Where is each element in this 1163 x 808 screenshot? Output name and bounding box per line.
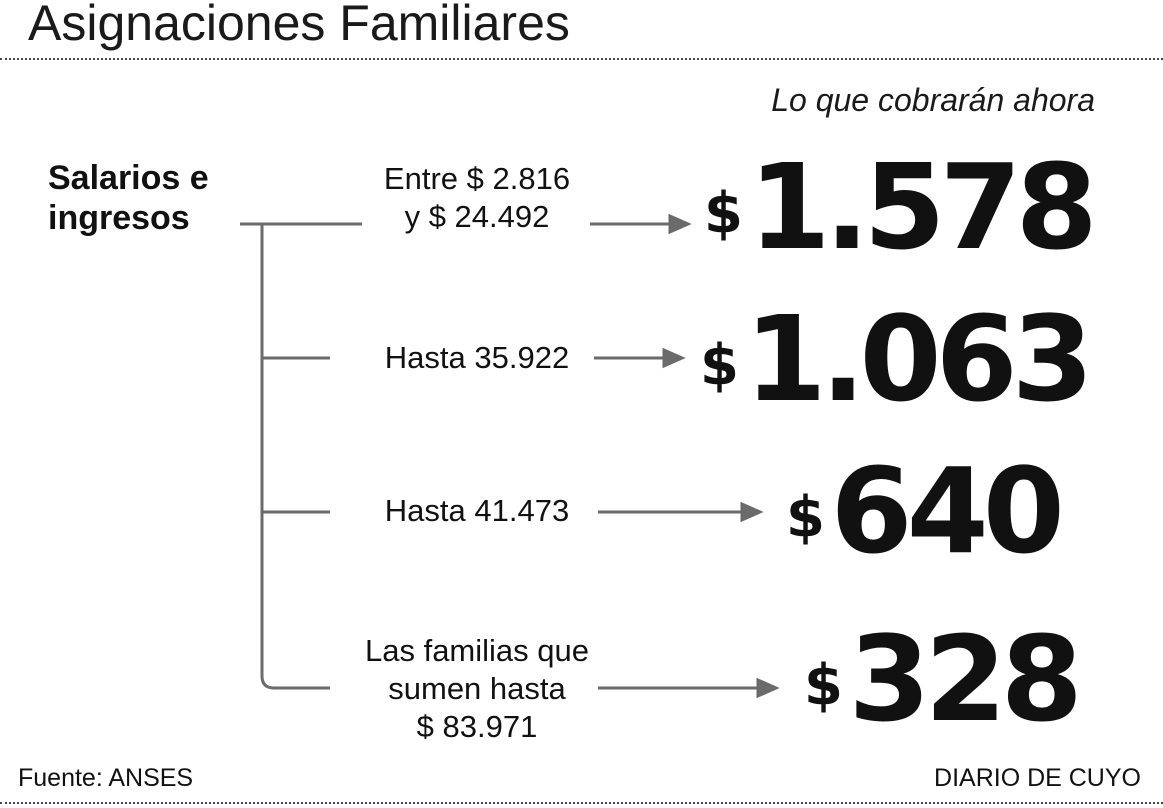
root-label-line2: ingresos — [48, 199, 190, 237]
tier-label-line: $ 83.971 — [416, 709, 538, 744]
currency-symbol: $ — [804, 652, 843, 718]
tier-label-line: sumen hasta — [388, 671, 566, 706]
tier-amount: $ 1.063 — [700, 290, 1094, 428]
tier-amount: $ 640 — [786, 442, 1065, 580]
amount-value: 640 — [830, 442, 1065, 580]
arrow-head-3 — [740, 501, 764, 523]
source-credit: Fuente: ANSES — [18, 764, 194, 792]
tier-label: Hasta 35.922 — [362, 339, 592, 377]
tier-label: Hasta 41.473 — [362, 492, 592, 530]
root-label-line1: Salarios e — [48, 159, 209, 197]
tier-label: Las familias que sumen hasta $ 83.971 — [336, 632, 618, 746]
arrow-head-2 — [662, 347, 686, 369]
tree-trunk — [260, 224, 330, 690]
amount-value: 1.063 — [744, 290, 1094, 428]
root-label: Salarios e ingresos — [48, 158, 209, 238]
amount-value: 1.578 — [748, 138, 1098, 276]
currency-symbol: $ — [700, 332, 739, 398]
tier-label-line: Hasta 35.922 — [384, 340, 570, 375]
top-divider — [0, 58, 1163, 60]
currency-symbol: $ — [704, 180, 743, 246]
tier-label-line: y $ 24.492 — [404, 199, 550, 234]
amount-value: 328 — [848, 610, 1083, 748]
tier-label-line: Hasta 41.473 — [384, 493, 570, 528]
tier-label-line: Entre $ 2.816 — [383, 161, 571, 196]
publisher-credit: DIARIO DE CUYO — [934, 764, 1141, 792]
currency-symbol: $ — [786, 484, 825, 550]
arrow-head-1 — [668, 213, 692, 235]
subtitle: Lo que cobrarán ahora — [771, 82, 1095, 118]
bottom-divider — [0, 802, 1163, 804]
tier-label: Entre $ 2.816 y $ 24.492 — [362, 160, 592, 236]
arrow-head-4 — [756, 677, 780, 699]
page-title: Asignaciones Familiares — [28, 0, 570, 51]
tier-amount: $ 1.578 — [704, 138, 1098, 276]
tier-amount: $ 328 — [804, 610, 1083, 748]
tier-label-line: Las familias que — [364, 633, 589, 668]
